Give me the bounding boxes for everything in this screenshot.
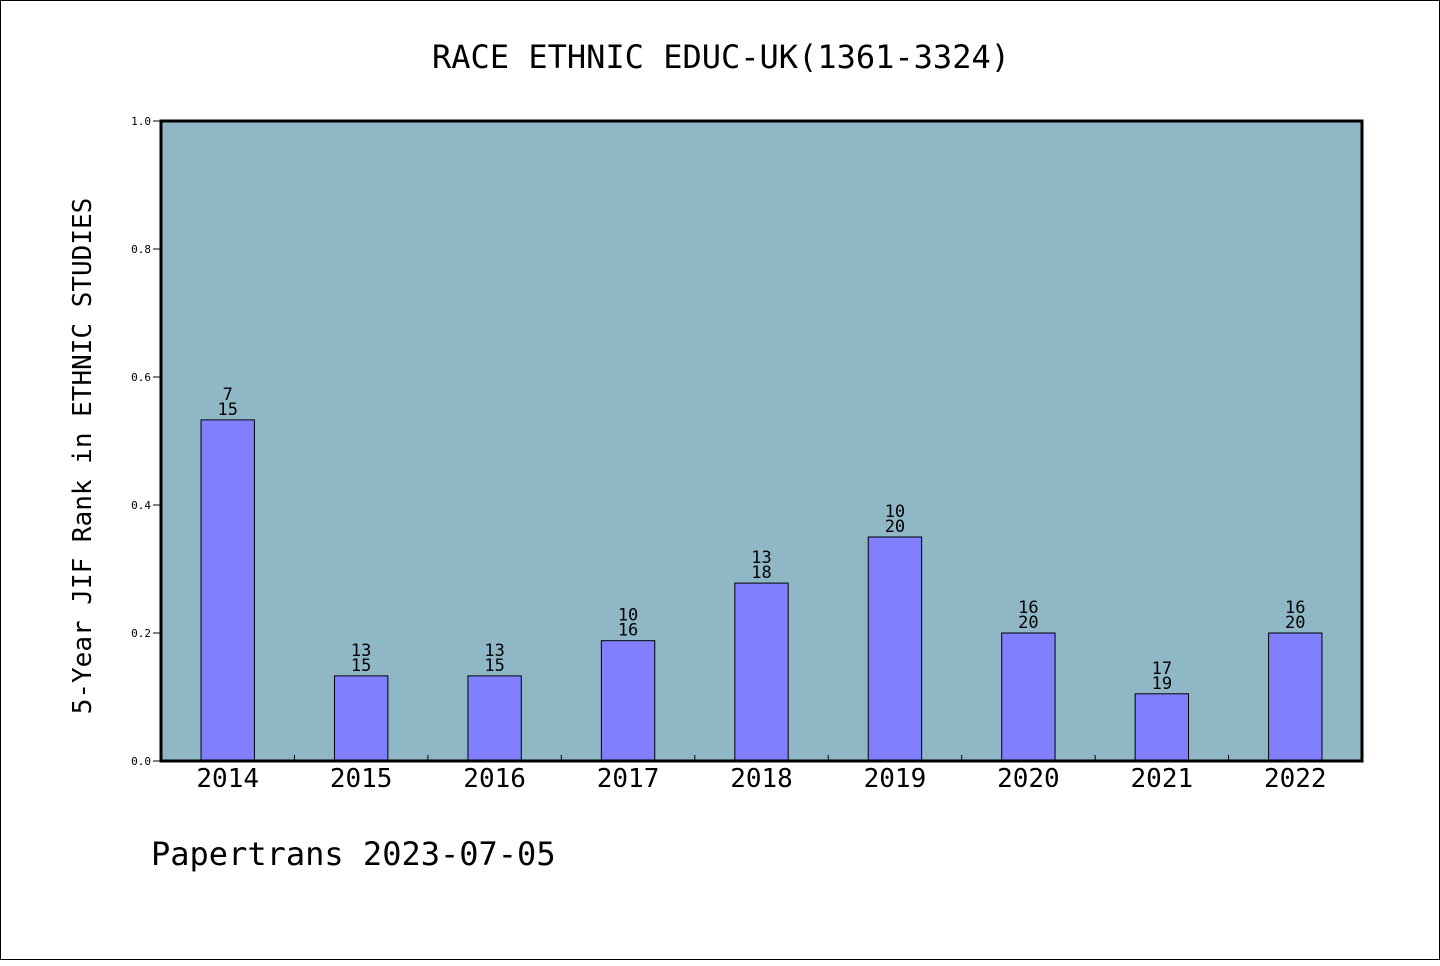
bar-label-rank-2015: 13 (351, 641, 371, 661)
x-tick-label-2017: 2017 (597, 764, 660, 794)
bar-2017 (600, 640, 656, 762)
footer-credit: Papertrans 2023-07-05 (151, 835, 556, 873)
x-tick-label-2019: 2019 (864, 764, 927, 794)
bar-label-total-2016: 15 (484, 656, 504, 676)
y-tick-label-0.8: 0.8 (131, 243, 151, 256)
y-tick-label-0.0: 0.0 (131, 755, 151, 768)
y-axis-label: 5-Year JIF Rank in ETHNIC STUDIES (68, 198, 98, 715)
bar-2014 (200, 419, 255, 762)
bar-2018 (734, 582, 789, 762)
bar-2019 (867, 536, 923, 762)
bar-label-total-2020: 20 (1018, 613, 1038, 633)
x-tick-label-2021: 2021 (1131, 764, 1194, 794)
bar-label-rank-2020: 16 (1018, 598, 1038, 618)
y-tick-label-0.6: 0.6 (131, 371, 151, 384)
bar-2022 (1268, 632, 1323, 762)
x-axis-ticks: 2014 2015 2016 2017 2018 2019 2020 2021 2022 (196, 755, 1327, 794)
bar-label-rank-2016: 13 (484, 641, 504, 661)
y-tick-label-0.2: 0.2 (131, 627, 151, 640)
x-tick-label-2015: 2015 (330, 764, 393, 794)
bar-label-total-2014: 15 (217, 400, 237, 420)
y-tick-label-1.0: 1.0 (131, 115, 151, 128)
y-tick-label-0.4: 0.4 (131, 499, 151, 512)
bar-label-rank-2022: 16 (1285, 598, 1305, 618)
bar-label-total-2015: 15 (351, 656, 371, 676)
bars-group (200, 419, 1323, 762)
bar-label-rank-2021: 17 (1152, 659, 1172, 679)
bar-label-rank-2014: 7 (223, 385, 233, 405)
bar-label-total-2017: 16 (618, 621, 638, 641)
x-tick-label-2016: 2016 (463, 764, 526, 794)
bar-2015 (333, 675, 389, 762)
bar-2016 (467, 675, 522, 762)
bar-label-total-2021: 19 (1152, 674, 1172, 694)
bar-label-total-2019: 20 (885, 517, 905, 537)
y-axis-ticks: 0.0 0.2 0.4 0.6 0.8 1.0 (131, 115, 161, 768)
x-tick-label-2020: 2020 (997, 764, 1060, 794)
plot-border (159, 119, 1364, 763)
bar-label-rank-2017: 10 (618, 606, 638, 626)
bar-label-rank-2018: 13 (751, 548, 771, 568)
bar-label-total-2022: 20 (1285, 613, 1305, 633)
bar-2021 (1134, 693, 1190, 762)
x-tick-label-2022: 2022 (1264, 764, 1327, 794)
x-tick-label-2018: 2018 (730, 764, 793, 794)
bar-2020 (1001, 632, 1056, 762)
chart-title: RACE ETHNIC EDUC-UK(1361-3324) (432, 38, 1010, 76)
x-tick-label-2014: 2014 (196, 764, 259, 794)
bar-label-rank-2019: 10 (885, 502, 905, 522)
bar-label-total-2018: 18 (751, 563, 771, 583)
